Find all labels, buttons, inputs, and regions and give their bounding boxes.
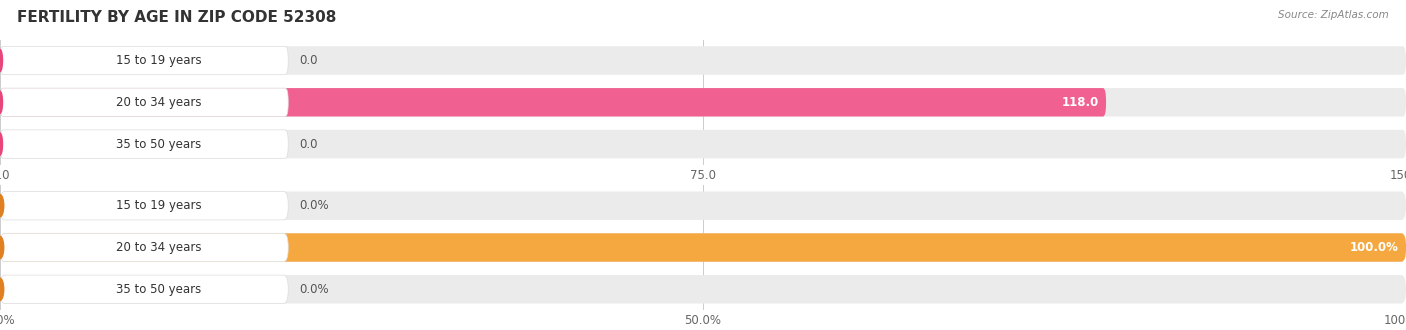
FancyBboxPatch shape — [0, 233, 1406, 262]
Circle shape — [0, 133, 3, 155]
FancyBboxPatch shape — [0, 130, 288, 158]
Text: 0.0: 0.0 — [299, 54, 318, 67]
FancyBboxPatch shape — [0, 88, 1107, 116]
Text: 0.0%: 0.0% — [299, 199, 329, 212]
Circle shape — [0, 50, 3, 72]
Text: 15 to 19 years: 15 to 19 years — [115, 54, 201, 67]
Circle shape — [0, 236, 4, 259]
FancyBboxPatch shape — [0, 275, 1406, 304]
Text: 0.0%: 0.0% — [299, 283, 329, 296]
FancyBboxPatch shape — [0, 191, 288, 220]
FancyBboxPatch shape — [0, 88, 288, 116]
FancyBboxPatch shape — [0, 233, 1406, 262]
FancyBboxPatch shape — [0, 233, 288, 262]
Text: 35 to 50 years: 35 to 50 years — [115, 283, 201, 296]
Circle shape — [0, 91, 3, 114]
Circle shape — [0, 278, 4, 300]
FancyBboxPatch shape — [0, 46, 1406, 75]
Text: 0.0: 0.0 — [299, 138, 318, 150]
FancyBboxPatch shape — [0, 275, 288, 304]
Text: 20 to 34 years: 20 to 34 years — [115, 241, 201, 254]
FancyBboxPatch shape — [0, 88, 1406, 116]
Text: FERTILITY BY AGE IN ZIP CODE 52308: FERTILITY BY AGE IN ZIP CODE 52308 — [17, 10, 336, 25]
Text: 20 to 34 years: 20 to 34 years — [115, 96, 201, 109]
FancyBboxPatch shape — [0, 191, 1406, 220]
Text: Source: ZipAtlas.com: Source: ZipAtlas.com — [1278, 10, 1389, 20]
Text: 35 to 50 years: 35 to 50 years — [115, 138, 201, 150]
Text: 100.0%: 100.0% — [1350, 241, 1399, 254]
FancyBboxPatch shape — [0, 46, 288, 75]
Text: 118.0: 118.0 — [1062, 96, 1099, 109]
Text: 15 to 19 years: 15 to 19 years — [115, 199, 201, 212]
Circle shape — [0, 195, 4, 217]
FancyBboxPatch shape — [0, 130, 1406, 158]
